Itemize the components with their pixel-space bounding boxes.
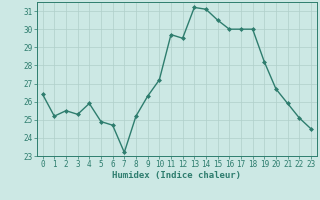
X-axis label: Humidex (Indice chaleur): Humidex (Indice chaleur) — [112, 171, 241, 180]
